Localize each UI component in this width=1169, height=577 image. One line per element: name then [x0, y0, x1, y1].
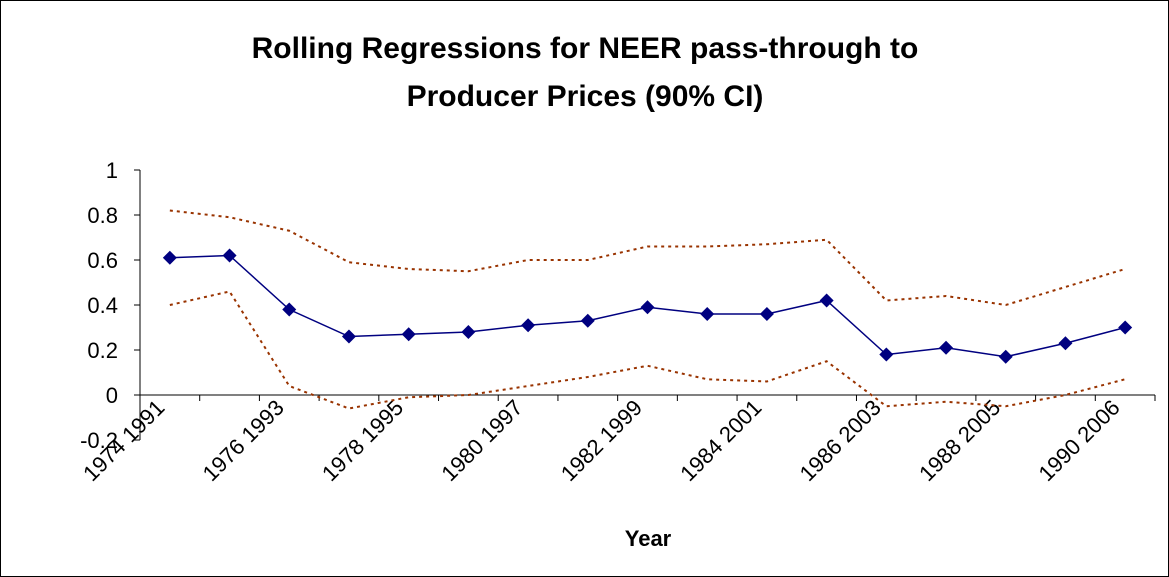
data-point — [939, 340, 954, 355]
y-tick-label: 0.2 — [87, 338, 118, 363]
data-point — [341, 329, 356, 344]
y-tick-label: 0.6 — [87, 248, 118, 273]
data-point — [640, 300, 655, 315]
chart-title: Rolling Regressions for NEER pass-throug… — [252, 32, 919, 65]
data-point — [282, 302, 297, 317]
x-axis-label: Year — [625, 526, 672, 551]
chart-title: Producer Prices (90% CI) — [407, 80, 764, 113]
y-tick-label: -0.2 — [80, 428, 118, 453]
data-point — [819, 293, 834, 308]
data-point — [1118, 320, 1133, 335]
data-point — [700, 307, 715, 321]
data-point — [580, 313, 595, 328]
y-tick-label: 0.4 — [87, 293, 118, 318]
y-tick-label: 0 — [106, 383, 118, 408]
data-point — [879, 347, 894, 362]
data-point — [998, 349, 1013, 364]
data-point — [759, 307, 774, 321]
data-point — [401, 327, 416, 342]
data-point — [162, 250, 177, 265]
y-tick-label: 1 — [106, 158, 118, 183]
data-point — [461, 325, 476, 339]
data-point — [521, 318, 536, 333]
series-line — [169, 209, 1126, 307]
y-tick-label: 0.8 — [87, 203, 118, 228]
data-point — [222, 248, 237, 263]
data-point — [1058, 336, 1073, 351]
series-line — [169, 290, 1126, 410]
